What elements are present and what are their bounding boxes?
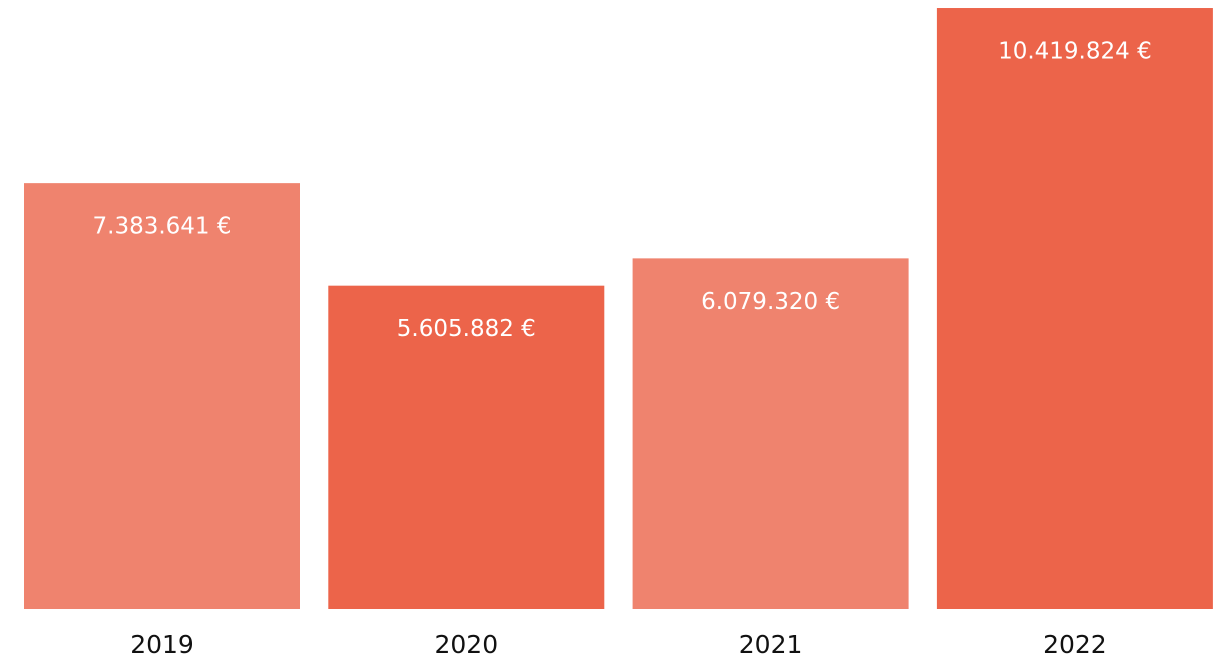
- x-tick-label: 2019: [130, 630, 194, 659]
- bar: [632, 258, 909, 609]
- bar: [328, 285, 605, 609]
- x-tick-label: 2020: [434, 630, 498, 659]
- value-label: 6.079.320 €: [701, 289, 840, 315]
- value-label: 7.383.641 €: [93, 214, 232, 240]
- x-tick-label: 2021: [739, 630, 803, 659]
- value-label: 10.419.824 €: [998, 39, 1152, 65]
- bar: [24, 183, 300, 609]
- x-tick-label: 2022: [1043, 630, 1107, 659]
- bar: [936, 8, 1213, 610]
- value-label: 5.605.882 €: [397, 316, 536, 342]
